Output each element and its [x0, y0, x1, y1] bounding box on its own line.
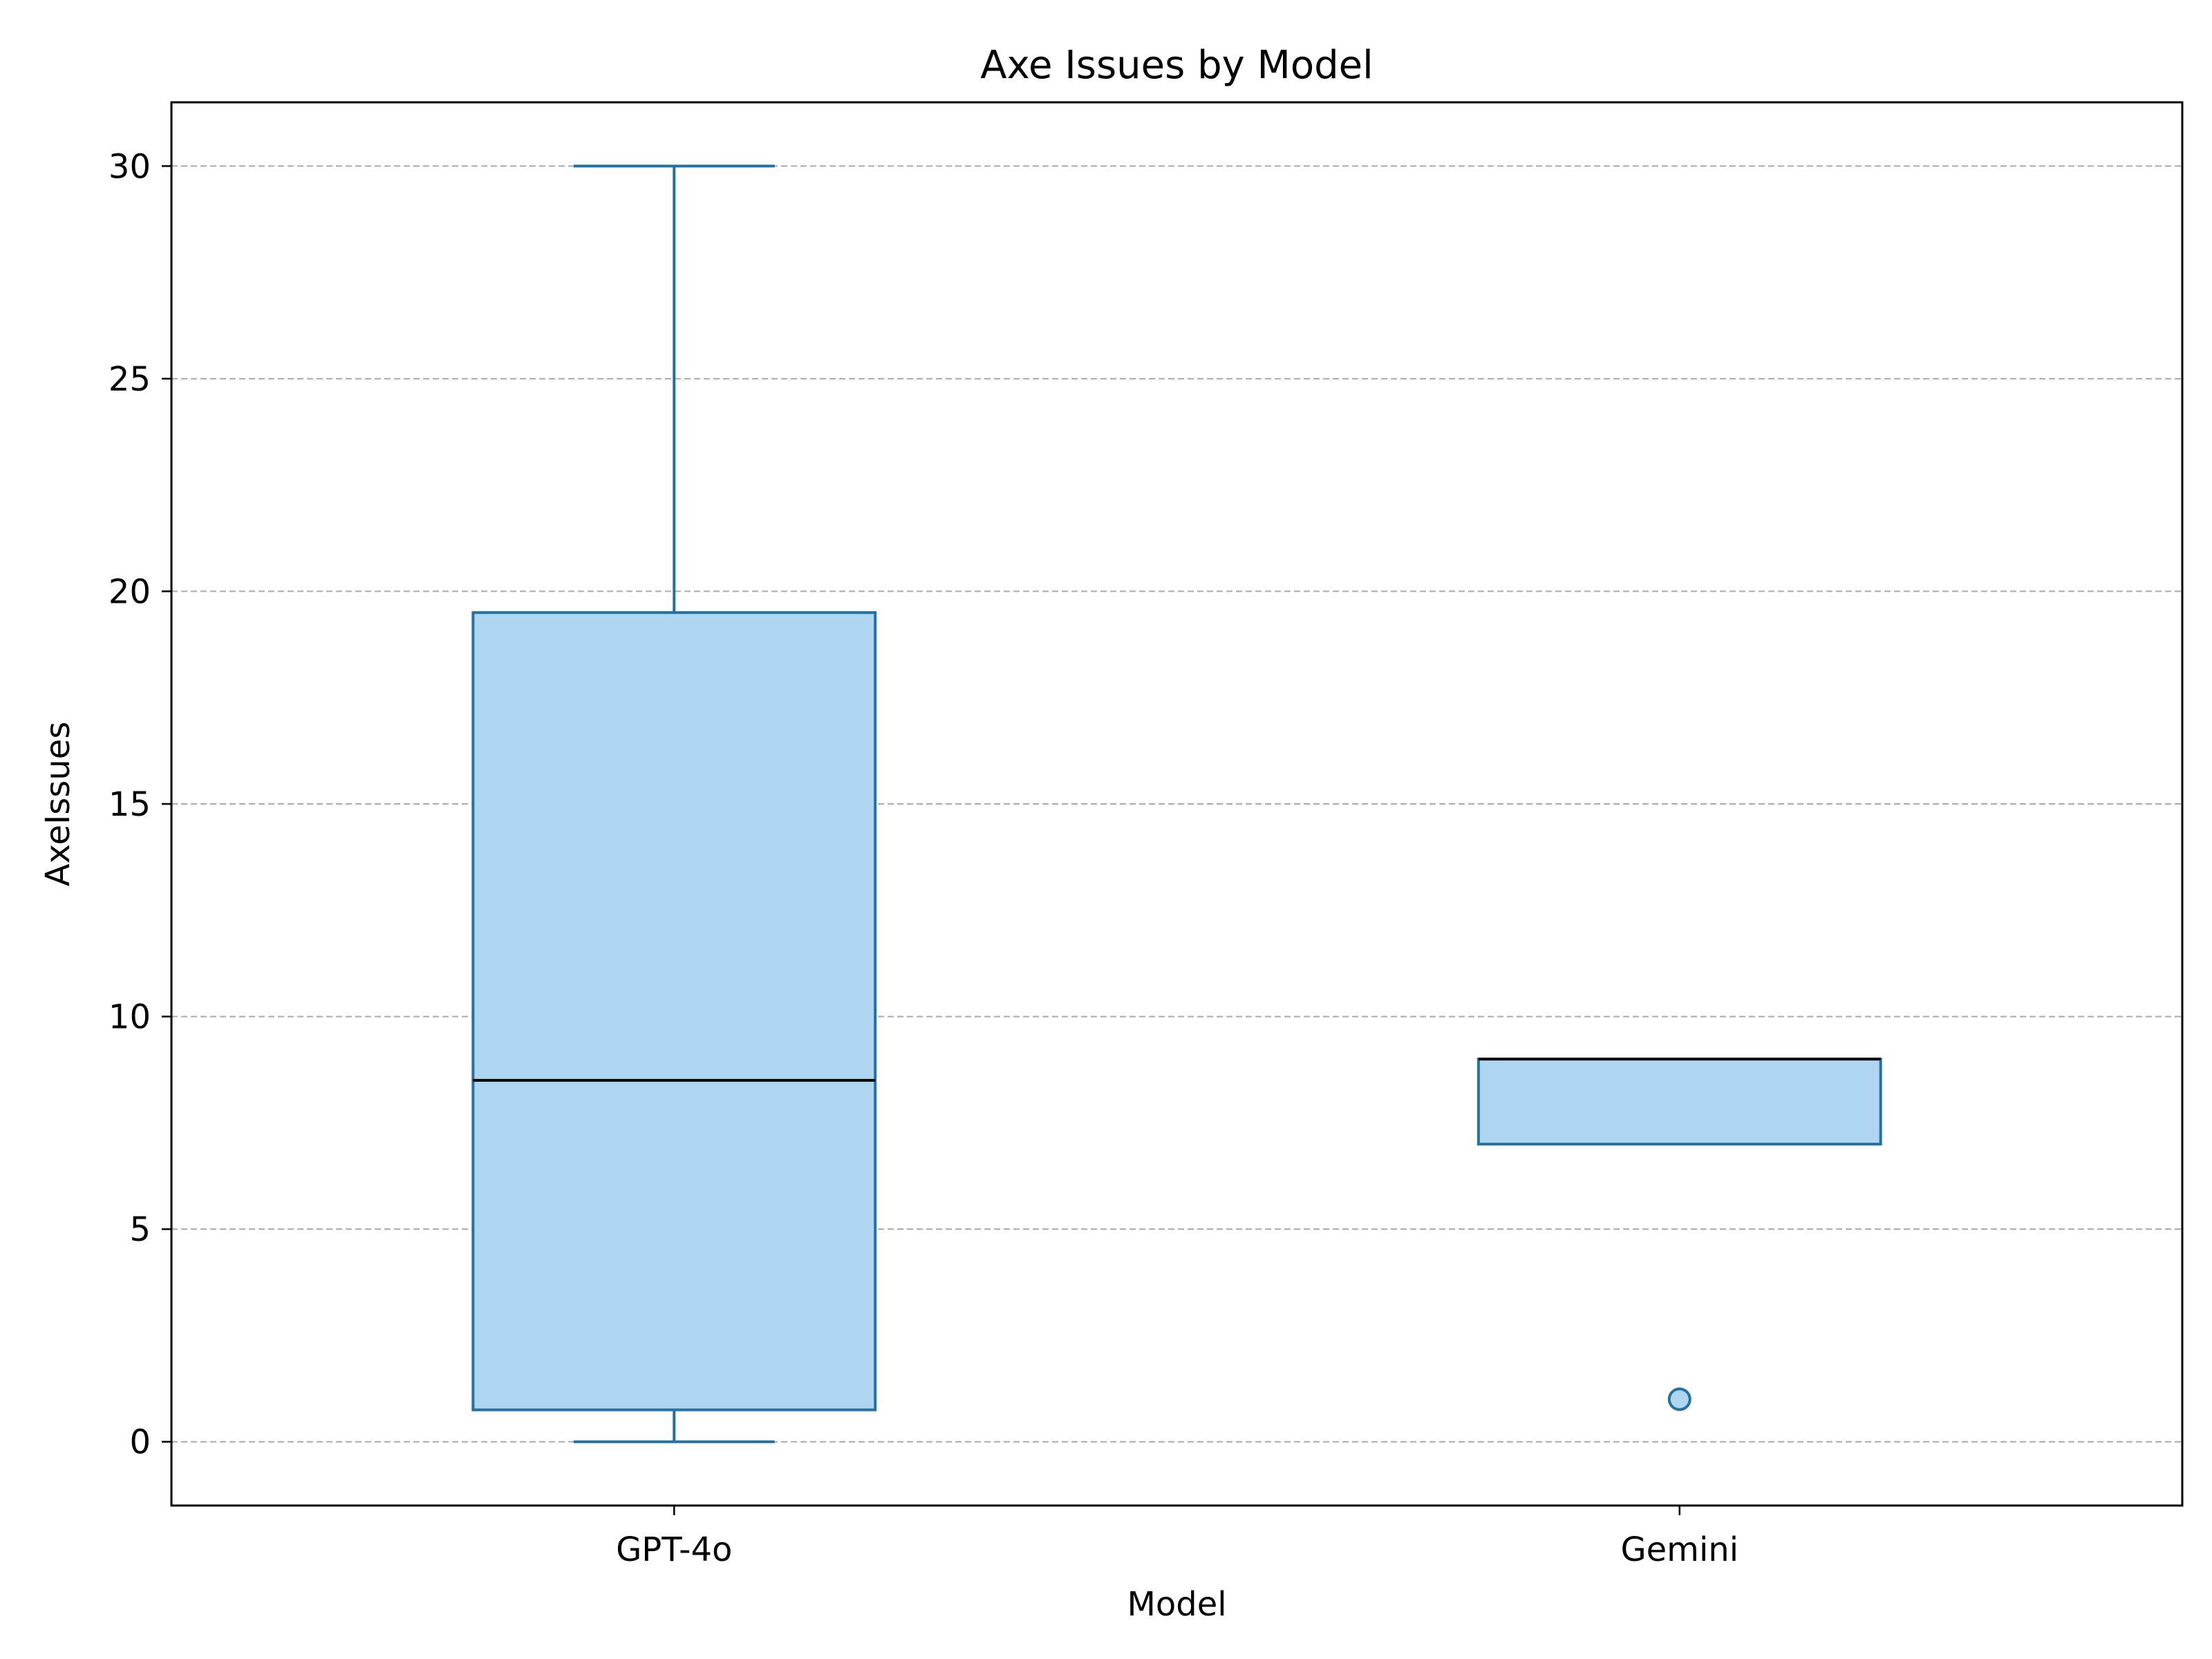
x-tick-label: Gemini	[1620, 1530, 1738, 1569]
box-layer	[471, 165, 1882, 1443]
x-axis-label: Model	[1127, 1585, 1226, 1624]
chart-title: Axe Issues by Model	[980, 43, 1373, 88]
y-tick-label: 30	[109, 147, 151, 186]
box-iqr	[1477, 1058, 1882, 1146]
y-tick-label: 25	[109, 360, 151, 399]
outlier-point	[1667, 1387, 1691, 1412]
y-tick-label: 5	[129, 1210, 151, 1249]
y-tick-label: 10	[109, 998, 151, 1037]
y-tick-label: 0	[129, 1423, 151, 1462]
box-group-gpt-4o	[471, 165, 877, 1443]
x-tick-label: GPT-4o	[616, 1530, 732, 1569]
y-tick-label: 20	[109, 572, 151, 611]
y-axis-label: AxeIssues	[39, 722, 77, 886]
tick-layer: 0 5 10 15 20 25 30 GPT-4o Gemini	[109, 147, 1738, 1569]
box-group-gemini	[1477, 1058, 1882, 1412]
y-tick-label: 15	[109, 785, 151, 824]
box-iqr	[471, 611, 877, 1412]
